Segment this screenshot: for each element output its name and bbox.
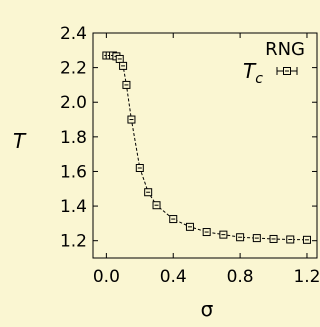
series-line [106,55,308,241]
data-point [152,201,161,210]
y-ticks: 1.2 1.4 1.6 1.8 2.0 2.2 2.4 [60,24,317,252]
legend: RNG Tc [243,39,305,87]
x-tick-label: 0.8 [227,267,254,287]
legend-entry-label: Tc [243,59,263,87]
x-axis-title: σ [201,297,214,321]
legend-entry-subscript: c [255,71,263,87]
data-points [102,51,311,244]
legend-point [283,67,291,75]
data-point [185,222,194,231]
data-point [119,61,128,70]
data-point [236,233,245,242]
data-point [144,188,153,197]
data-point [269,234,278,243]
y-tick-label: 2.0 [60,93,87,113]
y-tick-label: 1.8 [60,128,87,148]
data-point [286,235,295,244]
legend-marker [276,67,298,75]
y-tick-label: 1.4 [60,197,87,217]
data-point [202,228,211,237]
y-tick-label: 1.2 [60,232,87,252]
plot-frame [92,32,318,259]
data-point [127,115,136,124]
legend-entry-name: T [243,59,257,83]
data-point [219,230,228,239]
data-point [115,54,124,63]
y-tick-label: 1.6 [60,162,87,182]
y-tick-label: 2.2 [60,59,87,79]
data-point [135,164,144,172]
data-point [302,235,311,244]
legend-title: RNG [265,39,305,60]
x-tick-label: 1.2 [293,267,320,287]
data-point [169,215,178,224]
y-tick-label: 2.4 [60,24,87,44]
y-axis-title: T [13,129,27,153]
x-tick-label: 0.4 [160,267,187,287]
data-point [122,80,131,89]
data-point [252,234,261,243]
x-ticks: 0.0 0.4 0.8 1.2 [93,33,320,287]
x-tick-label: 0.0 [93,267,120,287]
